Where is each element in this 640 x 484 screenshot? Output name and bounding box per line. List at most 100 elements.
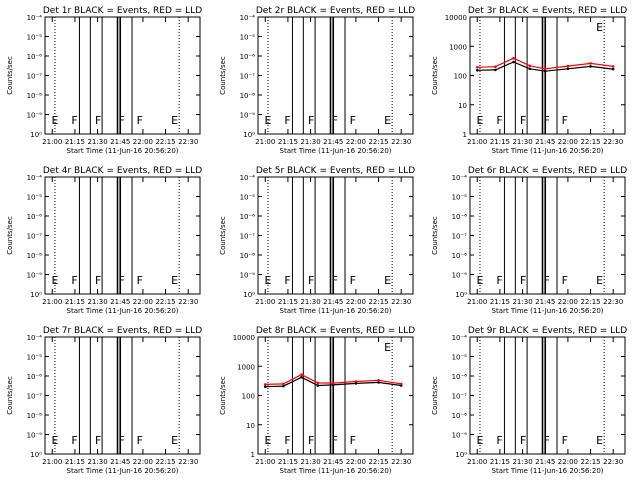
flag-letter: F <box>544 434 550 447</box>
flag-letter: F <box>350 114 356 127</box>
y-axis-label: Counts/sec <box>6 56 14 95</box>
panel-title: Det 1r BLACK = Events, RED = LLD <box>43 6 202 16</box>
data-point <box>354 380 358 383</box>
x-tick-label: 21:15 <box>490 458 510 466</box>
y-tick-label: 10⁰ <box>243 291 255 299</box>
x-tick-label: 21:45 <box>535 298 555 306</box>
data-point <box>331 381 335 385</box>
x-tick-label: 21:00 <box>42 298 62 306</box>
data-point <box>566 64 570 68</box>
x-tick-label: 21:30 <box>300 298 320 306</box>
flag-letter: F <box>332 434 338 447</box>
x-tick-label: 22:00 <box>558 458 578 466</box>
x-tick-label: 22:30 <box>178 138 198 146</box>
x-tick-label: 22:00 <box>346 138 366 146</box>
x-axis-label: Start Time (11-Jun-16 20:56:20) <box>492 147 604 155</box>
x-tick-label: 22:00 <box>133 298 153 306</box>
y-tick-label: 10⁰ <box>455 291 467 299</box>
flag-letter: F <box>562 434 568 447</box>
y-tick-label: 10 <box>458 102 467 110</box>
flag-letter: F <box>496 434 502 447</box>
flag-letter: F <box>308 434 314 447</box>
data-point <box>494 68 497 72</box>
x-tick-label: 22:30 <box>391 298 411 306</box>
x-tick-label: 21:30 <box>512 138 532 146</box>
x-tick-label: 21:15 <box>278 458 298 466</box>
y-tick-label: 10⁻⁸ <box>240 92 256 100</box>
flag-letter: F <box>137 274 143 287</box>
y-tick-label: 10⁻⁴ <box>240 174 256 182</box>
data-point <box>264 385 267 389</box>
y-tick-label: 10⁻⁹ <box>240 112 256 120</box>
series-events <box>476 60 615 73</box>
x-tick-label: 22:15 <box>155 458 175 466</box>
data-point <box>566 67 570 71</box>
panel-title: Det 5r BLACK = Events, RED = LLD <box>256 166 415 176</box>
data-point <box>543 69 547 73</box>
flag-letter: F <box>308 114 314 127</box>
x-tick-label: 22:00 <box>558 138 578 146</box>
data-point <box>589 65 592 68</box>
flag-letter: E <box>171 434 178 447</box>
x-axis-label: Start Time (11-Jun-16 20:56:20) <box>67 307 179 315</box>
y-tick-label: 10⁻⁸ <box>27 252 43 260</box>
x-tick-label: 21:00 <box>42 138 62 146</box>
panel-title: Det 4r BLACK = Events, RED = LLD <box>43 166 202 176</box>
y-tick-label: 10⁻⁸ <box>27 412 43 420</box>
data-point <box>476 66 479 69</box>
y-tick-label: 1 <box>251 451 255 459</box>
series-lld <box>264 373 403 386</box>
y-tick-label: 10⁻⁹ <box>452 432 468 440</box>
x-tick-label: 21:30 <box>87 298 107 306</box>
x-tick-label: 22:00 <box>133 138 153 146</box>
y-tick-label: 10⁻⁷ <box>240 73 256 81</box>
y-tick-label: 10⁻⁶ <box>27 53 43 61</box>
x-tick-label: 21:45 <box>323 298 343 306</box>
flag-letter: F <box>496 114 502 127</box>
y-tick-label: 10⁻⁴ <box>452 334 468 342</box>
y-tick-label: 10000 <box>445 14 467 22</box>
x-tick-label: 21:00 <box>467 138 487 146</box>
y-tick-label: 10⁻⁷ <box>27 73 43 81</box>
y-tick-label: 10⁻⁹ <box>27 432 43 440</box>
x-axis-label: Start Time (11-Jun-16 20:56:20) <box>280 467 392 475</box>
data-point <box>331 383 335 387</box>
x-tick-label: 22:30 <box>178 458 198 466</box>
y-tick-label: 10⁰ <box>30 451 42 459</box>
x-tick-label: 22:30 <box>391 138 411 146</box>
y-axis-label: Counts/sec <box>219 216 227 255</box>
y-tick-label: 10⁻⁴ <box>27 14 43 22</box>
x-axis-label: Start Time (11-Jun-16 20:56:20) <box>492 467 604 475</box>
x-tick-label: 22:15 <box>368 298 388 306</box>
x-tick-label: 21:30 <box>512 458 532 466</box>
flag-letter: F <box>544 274 550 287</box>
panel-title: Det 2r BLACK = Events, RED = LLD <box>256 6 415 16</box>
x-tick-label: 22:00 <box>133 458 153 466</box>
y-tick-label: 100 <box>454 73 467 81</box>
data-point <box>264 383 267 386</box>
flag-letter: E <box>264 274 271 287</box>
y-tick-label: 10⁻⁵ <box>452 354 468 362</box>
y-axis-label: Counts/sec <box>431 376 439 415</box>
panel-title: Det 3r BLACK = Events, RED = LLD <box>468 6 627 16</box>
y-tick-label: 10⁰ <box>243 131 255 139</box>
flag-letter: E <box>596 274 603 287</box>
panel-title: Det 9r BLACK = Events, RED = LLD <box>468 326 627 336</box>
series-line <box>265 376 402 388</box>
flag-letter: F <box>71 274 77 287</box>
panel-title: Det 7r BLACK = Events, RED = LLD <box>43 326 202 336</box>
x-tick-label: 21:15 <box>65 298 85 306</box>
series-events <box>264 376 403 389</box>
flag-letter: F <box>284 434 290 447</box>
y-tick-label: 10⁻⁸ <box>240 252 256 260</box>
x-tick-label: 22:30 <box>603 298 623 306</box>
y-tick-label: 10⁻⁷ <box>240 233 256 241</box>
data-point <box>512 60 515 64</box>
data-point <box>316 381 320 385</box>
y-tick-label: 10⁻⁴ <box>27 174 43 182</box>
x-tick-label: 22:15 <box>155 138 175 146</box>
